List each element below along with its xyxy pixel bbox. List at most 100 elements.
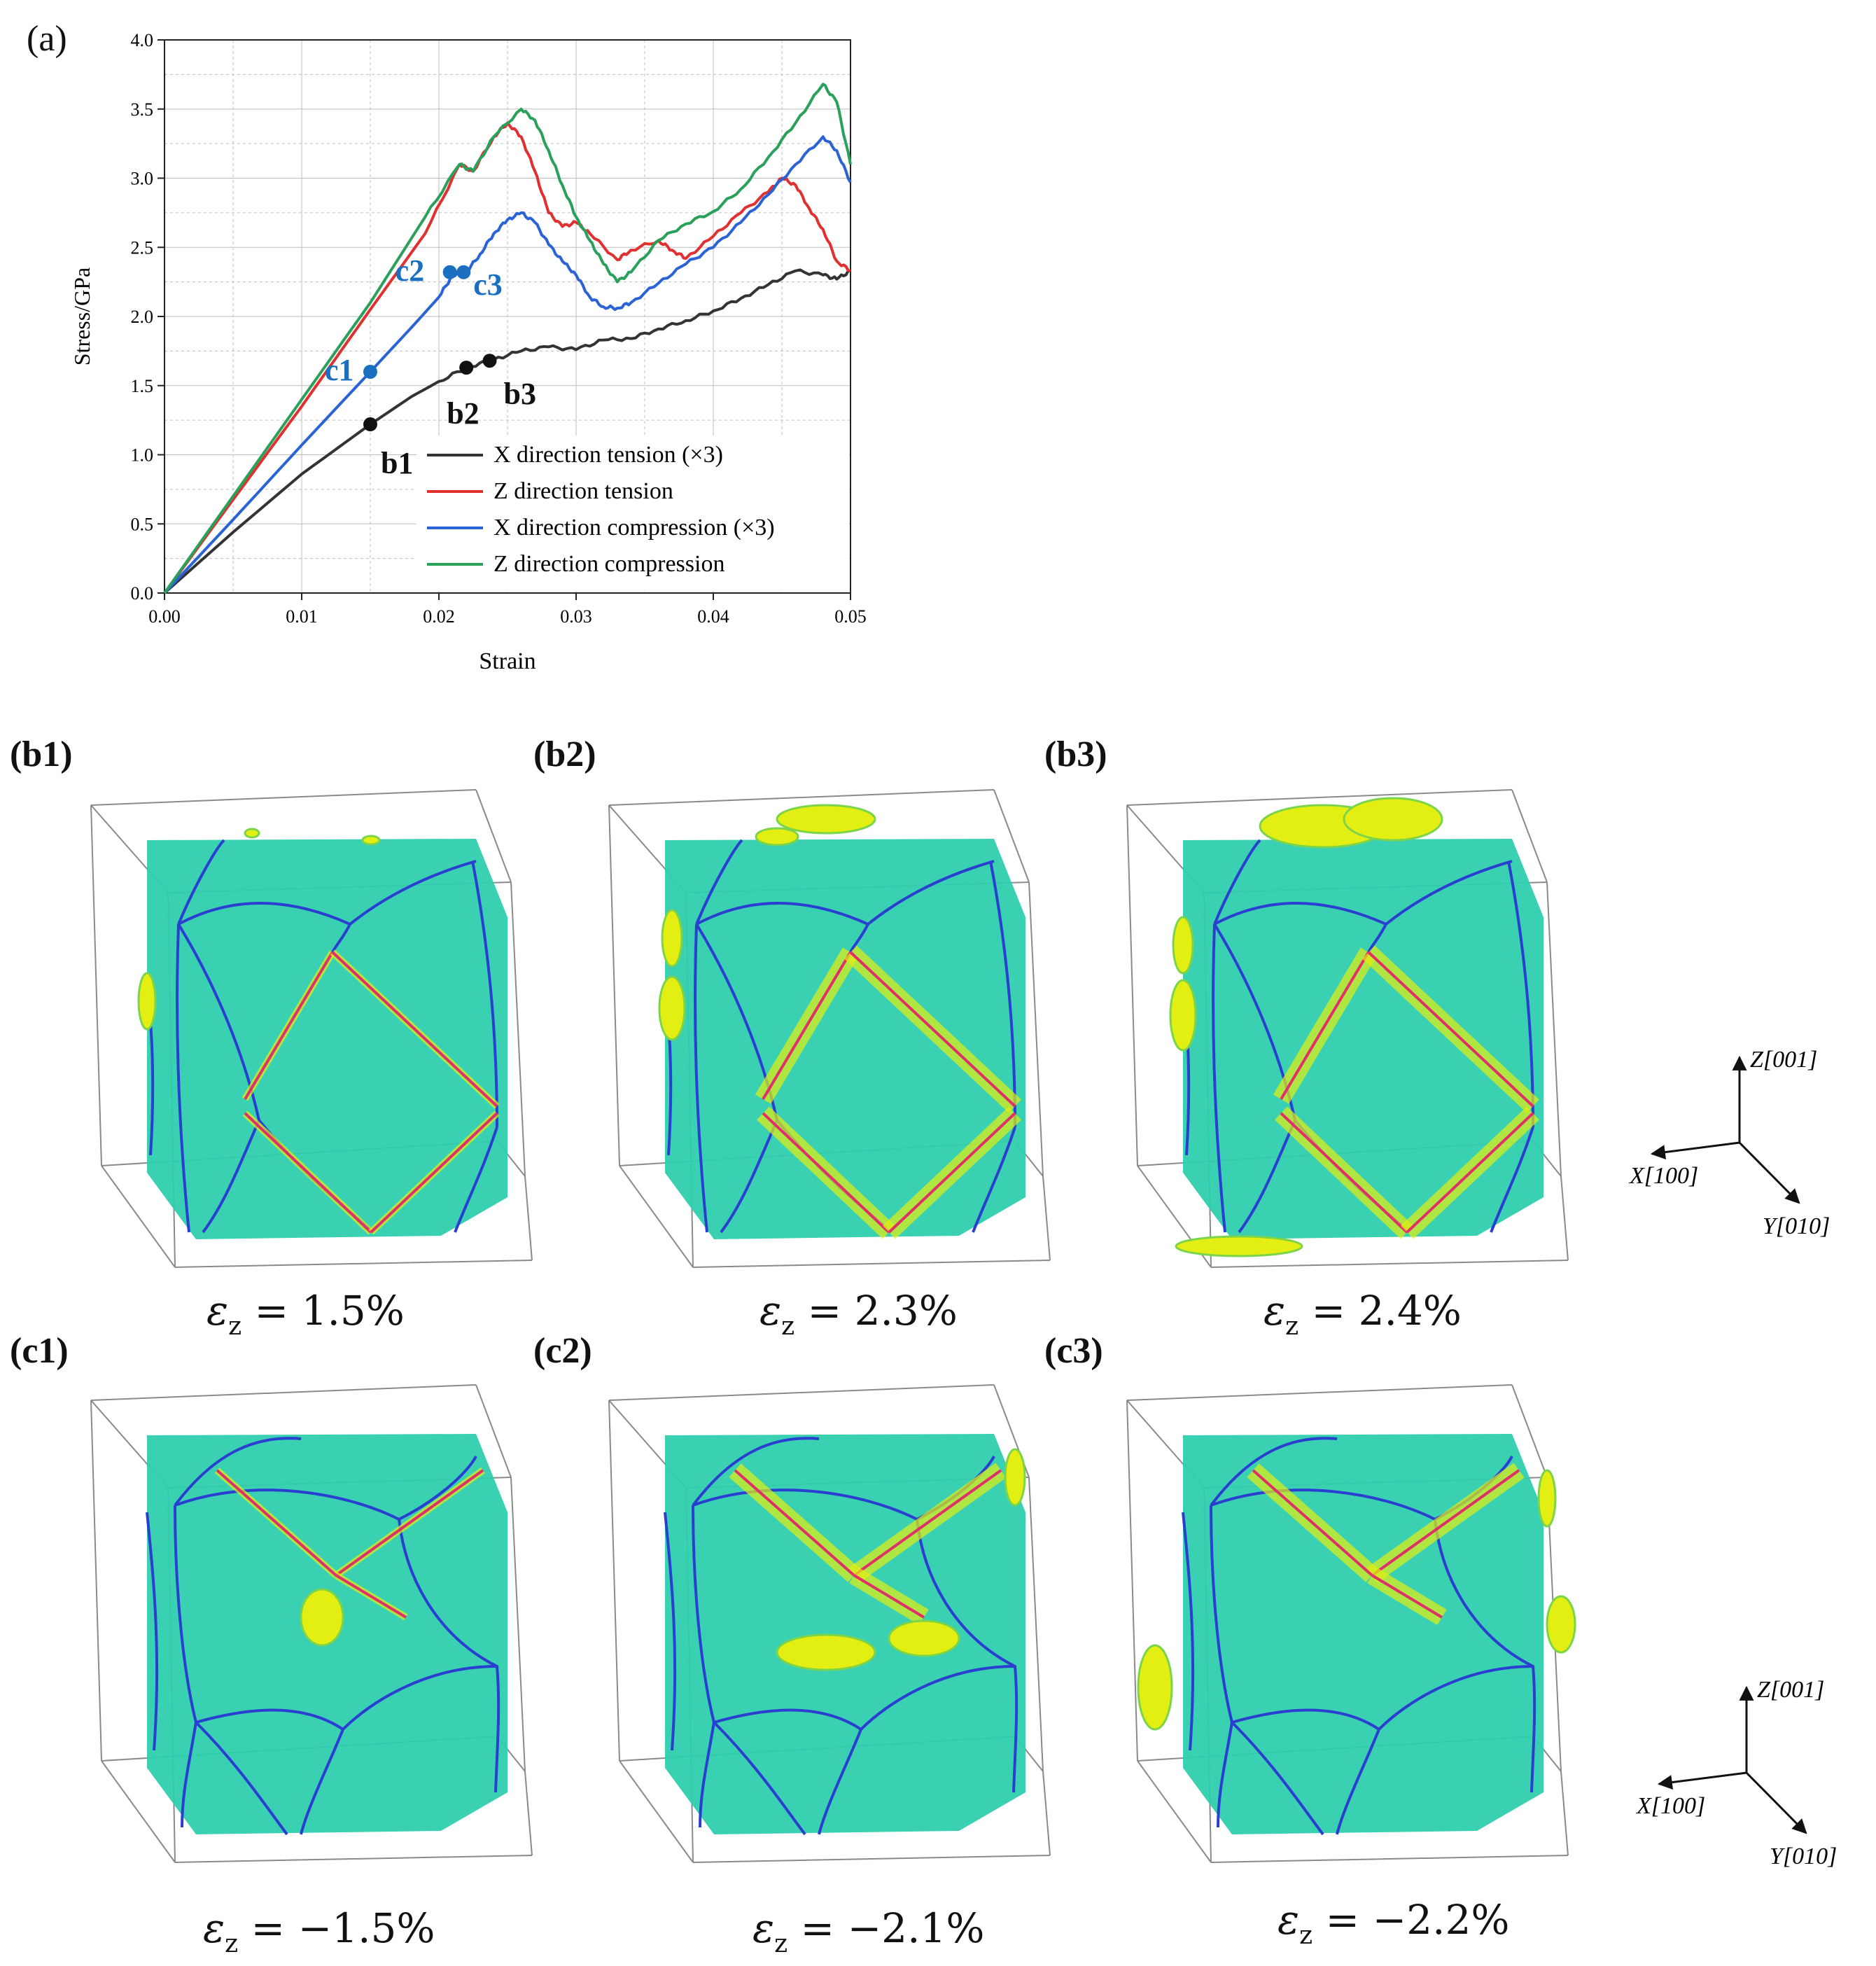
defect-region — [300, 1588, 344, 1647]
x-tick-label: 0.04 — [697, 606, 729, 627]
defect-region — [1137, 1644, 1173, 1731]
x-axis-label-triad: X[100] — [1635, 1793, 1705, 1819]
cube-wire-edge — [1126, 1384, 1513, 1401]
grain-boundary-line — [177, 839, 225, 925]
defect-region — [776, 804, 876, 835]
grain-boundary-line — [1367, 923, 1387, 953]
grain-boundary-line — [692, 1437, 820, 1507]
legend-entry-3: Z direction compression — [493, 551, 724, 577]
y-axis-label-triad: Y[010] — [1770, 1843, 1837, 1869]
cube-wire-edge — [101, 1165, 176, 1268]
defect-region — [1169, 979, 1197, 1052]
grain-boundary-line — [972, 1127, 1016, 1233]
twin-boundary-line — [762, 1112, 890, 1234]
cube-wire-edge — [1511, 1384, 1548, 1478]
marker-label-c1: c1 — [325, 353, 354, 387]
caption-c3: εz = −2.2% — [1278, 1896, 1510, 1950]
defect-region — [1175, 1235, 1303, 1257]
grain-boundary-line — [989, 860, 1016, 1128]
grain-boundary-line — [818, 1729, 862, 1835]
cube-wire-edge — [90, 804, 102, 1166]
cube-wire-edge — [1560, 1771, 1569, 1856]
defect-region — [1546, 1595, 1576, 1654]
grain-boundary-line — [664, 1512, 677, 1751]
cube-wire-edge — [619, 1165, 694, 1268]
cube-b2 — [608, 789, 1051, 1268]
grain-boundary-line — [195, 1721, 288, 1836]
panel-label-b2: (b2) — [533, 734, 596, 774]
x-tick-label: 0.03 — [560, 606, 592, 627]
grain-boundary-line — [1182, 1512, 1195, 1751]
x-tick-label: 0.02 — [423, 606, 455, 627]
marker-b3 — [482, 354, 497, 368]
cube-b1 — [90, 789, 533, 1268]
cube-wire-edge — [692, 1260, 1051, 1268]
grain-boundary-line — [454, 1127, 498, 1233]
twin-boundary-line — [1367, 951, 1534, 1108]
twin-boundary-line — [1406, 1112, 1534, 1234]
cube-c3 — [1126, 1384, 1576, 1863]
y-tick-label: 2.5 — [131, 237, 154, 258]
panel-label-a: (a) — [27, 19, 67, 59]
y-tick-label: 2.0 — [131, 307, 154, 327]
marker-label-b3: b3 — [504, 377, 536, 411]
panel-label-b3: (b3) — [1044, 734, 1107, 774]
cube-wire-edge — [692, 1855, 1051, 1863]
y-tick-label: 3.5 — [131, 99, 154, 120]
y-axis-arrow — [1738, 1141, 1800, 1204]
twin-boundary-line — [762, 951, 852, 1101]
grain-boundary-line — [1336, 1729, 1380, 1835]
y-axis-arrow — [1745, 1771, 1807, 1834]
defect-region — [1004, 1448, 1026, 1507]
twin-boundary-line — [244, 1112, 372, 1234]
x-axis-label: Strain — [479, 648, 536, 674]
defect-region — [137, 972, 157, 1031]
defect-region — [658, 975, 686, 1041]
series-line-2 — [163, 135, 852, 594]
defect-region — [776, 1633, 876, 1671]
legend-entry-0: X direction tension (×3) — [493, 442, 723, 468]
y-tick-label: 0.5 — [131, 514, 154, 534]
x-tick-label: 0.00 — [148, 606, 181, 627]
grain-boundary-line — [1490, 1127, 1534, 1233]
marker-c3 — [456, 265, 471, 279]
cube-wire-edge — [608, 1384, 995, 1401]
grain-volume — [665, 839, 1026, 1239]
grain-boundary-line — [1238, 1120, 1296, 1234]
cube-wire-edge — [1042, 1771, 1051, 1856]
twin-boundary-line — [335, 1469, 484, 1577]
grain-boundary-line — [1210, 1505, 1234, 1828]
cube-wire-edge — [510, 881, 526, 1177]
cube-wire-edge — [608, 804, 620, 1166]
cube-b3 — [1126, 789, 1569, 1268]
twin-boundary-line — [853, 1469, 1002, 1577]
marker-label-b1: b1 — [381, 446, 413, 480]
y-tick-label: 1.0 — [131, 445, 154, 466]
y-tick-label: 3.0 — [131, 169, 154, 189]
axes-triad-bottom: Z[001] X[100] Y[010] — [1635, 1677, 1837, 1869]
grain-boundary-line — [692, 1505, 716, 1828]
chart-series — [163, 83, 852, 594]
z-axis-label: Z[001] — [1757, 1677, 1824, 1703]
twin-boundary-line — [370, 1112, 498, 1234]
x-tick-label: 0.01 — [286, 606, 318, 627]
twin-boundary-line — [244, 951, 334, 1101]
cube-c2 — [608, 1384, 1051, 1863]
grain-boundary-line — [177, 923, 260, 1121]
cube-wire-edge — [608, 1400, 620, 1762]
marker-c1 — [363, 365, 377, 379]
cube-wire-edge — [475, 1384, 512, 1478]
twin-boundary-line — [888, 1112, 1016, 1234]
y-tick-label: 0.0 — [131, 583, 154, 604]
grain-boundary-line — [331, 923, 351, 953]
x-tick-label: 0.05 — [834, 606, 867, 627]
grain-volume — [1183, 839, 1544, 1239]
cube-wire-edge — [1126, 789, 1513, 806]
defect-region — [361, 835, 381, 846]
marker-c2 — [442, 265, 457, 279]
grain-boundary-line — [1213, 839, 1261, 925]
grain-boundary-line — [1212, 923, 1226, 1233]
grain-volume — [147, 839, 507, 1239]
grain-boundary-line — [720, 1120, 778, 1234]
cube-wire-edge — [619, 1760, 694, 1863]
